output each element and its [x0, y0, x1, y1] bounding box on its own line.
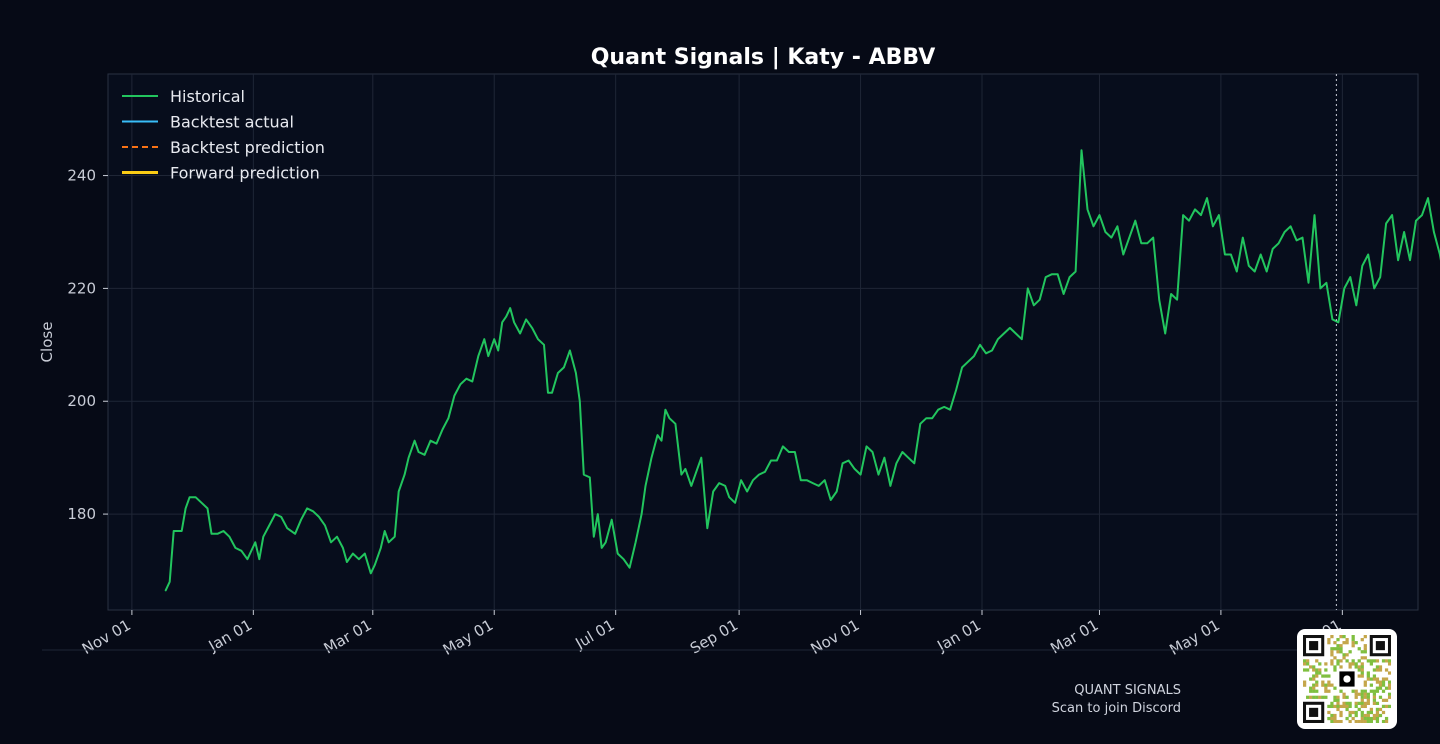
grid	[108, 74, 1418, 610]
legend-label: Backtest actual	[170, 113, 294, 132]
x-tick-label: May 01	[1166, 616, 1223, 659]
footer-cta: Scan to join Discord	[1052, 701, 1181, 716]
footer-brand: QUANT SIGNALS	[1074, 683, 1181, 698]
x-tick-label: Sep 01	[687, 616, 741, 658]
x-tick-label: May 01	[440, 616, 497, 659]
y-tick-label: 240	[67, 167, 96, 185]
plot-area	[107, 73, 1419, 611]
y-tick-label: 200	[67, 392, 96, 410]
x-tick-label: Nov 01	[808, 616, 863, 658]
discord-qr-code[interactable]	[1297, 629, 1397, 729]
qr-code-icon	[1303, 635, 1391, 723]
series-line-historical	[164, 149, 1440, 592]
x-tick-label: Jul 01	[571, 616, 617, 653]
series-layer	[164, 149, 1440, 592]
x-tick-label: Mar 01	[1047, 616, 1101, 658]
legend-label: Backtest prediction	[170, 138, 325, 157]
legend-label: Historical	[170, 87, 245, 106]
y-tick-label: 220	[67, 279, 96, 297]
x-tick-label: Nov 01	[79, 616, 134, 658]
chart-title: Quant Signals | Katy - ABBV	[591, 45, 936, 70]
y-axis-label: Close	[38, 322, 56, 363]
y-tick-label: 180	[67, 505, 96, 523]
legend: Historical Backtest actual Backtest predic…	[122, 87, 325, 183]
x-tick-label: Mar 01	[321, 616, 375, 658]
legend-label: Forward prediction	[170, 164, 320, 183]
